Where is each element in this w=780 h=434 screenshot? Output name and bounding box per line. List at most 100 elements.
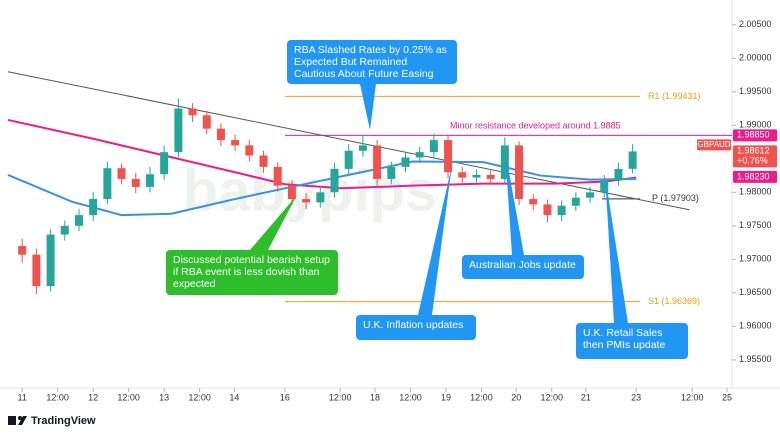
candle-body [117,168,126,179]
candle-body [373,145,382,179]
candle-body [245,145,254,156]
candle-body [387,166,396,179]
callout: U.K. Inflation updates [356,315,476,340]
candle-body [344,150,353,169]
trend-line [7,71,690,211]
y-tick-label: 2.00000 [739,53,772,63]
candle-body [628,151,637,169]
candle-body [458,172,467,178]
y-tick-label: 1.97500 [739,220,772,230]
candle-body [74,215,83,226]
candle-body [231,140,240,146]
candle-body [103,168,112,200]
x-tick-label: 13 [159,392,169,402]
candle-body [515,145,524,200]
x-tick-label: 14 [229,392,239,402]
candle-body [160,152,169,175]
candle-body [46,234,55,287]
level-label: S1 (1.96369) [648,296,700,306]
candle-body [287,185,296,200]
x-tick-label: 23 [631,392,641,402]
brand: TradingView [31,415,96,427]
candle-body [32,254,41,287]
y-tick-label: 1.98000 [739,187,772,197]
candle-body [586,192,595,198]
x-tick-label: 20 [511,392,521,402]
x-tick-label: 12:00 [117,392,140,402]
x-tick-label: 12:00 [470,392,493,402]
candle-body [415,152,424,158]
y-tick-label: 1.99500 [739,86,772,96]
x-tick-label: 16 [280,392,290,402]
candle-body [429,140,438,153]
last-price-tag [733,145,777,168]
price-tag-label: 1.98230 [737,171,770,181]
candle-body [543,204,552,216]
candle-body [500,145,509,179]
symbol-label: GBPAUD [697,140,730,149]
x-tick-label: 12 [88,392,98,402]
y-tick-label: 1.96000 [739,321,772,331]
callout: U.K. Retail Sales then PMIs update [576,323,688,359]
moving-average [7,118,637,190]
callout-pointer [505,150,524,255]
x-tick-label: 12:00 [46,392,69,402]
price-tag-label: 1.98850 [737,130,770,140]
callout-pointer [250,195,297,250]
y-tick-label: 2.00500 [739,19,772,29]
y-tick-label: 1.99000 [739,120,772,130]
candle-body [131,178,140,187]
x-tick-label: 12:00 [681,392,704,402]
level-label: P (1.97903) [652,193,699,203]
candle-body [600,180,609,193]
callout-pointer [418,165,452,315]
x-tick-label: 25 [722,392,732,402]
candle-body [571,197,580,206]
price-tag [733,129,777,142]
candle-body [486,174,495,179]
candle-body [174,108,183,153]
candle-body [202,115,211,129]
candle-body [145,174,154,187]
candle-body [529,199,538,205]
x-tick-label: 21 [581,392,591,402]
candle-body [472,174,481,178]
candle-body [557,205,566,216]
symbol-tag [697,139,731,151]
change-label: +0.76% [737,156,768,166]
callout: Australian Jobs update [462,255,584,279]
callout-pointer [360,84,376,130]
callout-pointer [605,175,628,323]
x-tick-label: 12:00 [329,392,352,402]
x-tick-label: 12:00 [188,392,211,402]
candle-body [216,128,225,141]
level-label: R1 (1.99431) [648,91,701,101]
y-tick-label: 1.95500 [739,354,772,364]
candle-body [316,192,325,203]
x-tick-label: 11 [18,392,27,402]
candle-body [259,155,268,167]
y-tick-label: 1.97000 [739,254,772,264]
price-tag [733,170,777,183]
x-tick-label: 19 [441,392,451,402]
candle-body [614,168,623,181]
tradingview-logo [8,416,27,425]
x-tick-label: 18 [370,392,380,402]
moving-average [7,160,637,217]
candle-body [188,108,197,116]
candle-body [330,168,339,193]
candle-body [358,145,367,151]
candle-body [302,199,311,203]
candle-body [89,199,98,216]
candle-body [273,166,282,186]
level-label: Minor resistance developed around 1.9885 [450,121,621,131]
y-tick-label: 1.96500 [739,287,772,297]
callout: Discussed potential bearish setup if RBA… [166,250,338,295]
candle-body [60,225,69,235]
candle-body [18,245,27,255]
last-price-label: 1.98612 [737,146,770,156]
callout: RBA Slashed Rates by 0.25% as Expected B… [287,40,457,84]
candle-body [401,157,410,167]
